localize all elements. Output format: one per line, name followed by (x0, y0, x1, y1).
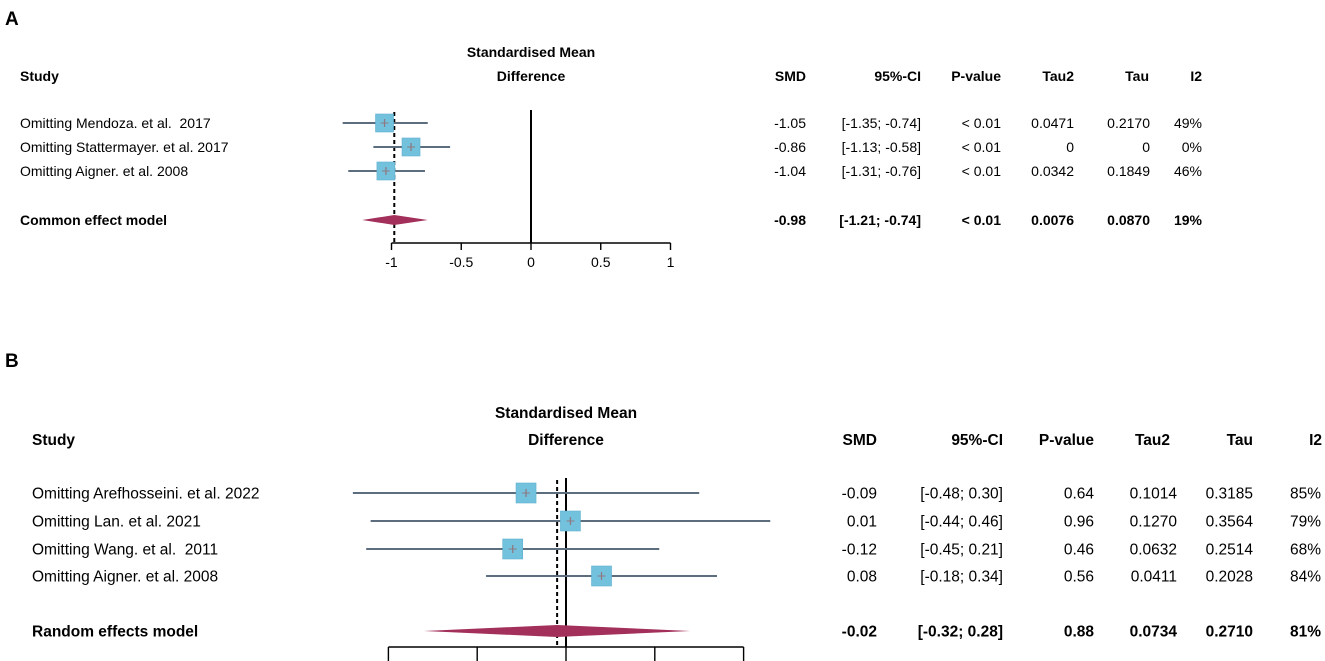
summary-tau2-value: 0.0076 (1031, 212, 1074, 228)
study-column-header: Study (20, 68, 59, 84)
ci-value: [-1.31; -0.76] (842, 163, 921, 179)
i2-column-header: I2 (1309, 432, 1322, 449)
smd-value: -1.05 (774, 115, 806, 131)
p-value: 0.64 (1064, 486, 1095, 503)
tau2-value: 0 (1066, 139, 1074, 155)
smd-value: -1.04 (774, 163, 806, 179)
ci-value: [-1.13; -0.58] (842, 139, 921, 155)
summary-tau-value: 0.0870 (1107, 212, 1150, 228)
summary-ci-value: [-1.21; -0.74] (839, 212, 921, 228)
study-column-header: Study (32, 432, 75, 449)
panel-label: B (5, 351, 19, 372)
tau-value: 0.2514 (1206, 542, 1254, 559)
tau-value: 0.3564 (1206, 514, 1254, 531)
ci-value: [-0.48; 0.30] (920, 486, 1003, 503)
ci-value: [-0.44; 0.46] (920, 514, 1003, 531)
p-column-header: P-value (951, 68, 1001, 84)
p-column-header: P-value (1039, 432, 1095, 449)
summary-i2-value: 81% (1290, 624, 1321, 641)
smd-value: 0.01 (847, 514, 877, 531)
tau2-column-header: Tau2 (1135, 432, 1170, 449)
tau-column-header: Tau (1227, 432, 1253, 449)
i2-value: 79% (1290, 514, 1321, 531)
summary-tau2-value: 0.0734 (1130, 624, 1178, 641)
summary-tau-value: 0.2710 (1206, 624, 1253, 641)
i2-value: 46% (1174, 163, 1202, 179)
i2-column-header: I2 (1190, 68, 1202, 84)
forest-panel-b: B Standardised Mean Difference Study SMD 95%-… (5, 351, 1322, 661)
ci-value: [-0.18; 0.34] (920, 569, 1003, 586)
study-label: Omitting Arefhosseini. et al. 2022 (32, 486, 259, 503)
smd-value: 0.08 (847, 569, 877, 586)
tau2-value: 0.0632 (1130, 542, 1177, 559)
study-label: Omitting Stattermayer. et al. 2017 (20, 139, 229, 155)
tau2-value: 0.1014 (1130, 486, 1178, 503)
tau-value: 0.2170 (1107, 115, 1150, 131)
study-label: Omitting Wang. et al. 2011 (32, 542, 218, 559)
x-axis-tick-label: -1 (385, 254, 398, 270)
effect-header-line2: Difference (497, 68, 566, 84)
study-label: Omitting Aigner. et al. 2008 (32, 569, 218, 586)
p-value: 0.46 (1064, 542, 1094, 559)
ci-value: [-0.45; 0.21] (920, 542, 1003, 559)
i2-value: 49% (1174, 115, 1202, 131)
summary-smd-value: -0.98 (774, 212, 806, 228)
p-value: < 0.01 (962, 115, 1002, 131)
tau2-value: 0.0471 (1031, 115, 1074, 131)
smd-column-header: SMD (843, 432, 877, 449)
tau2-column-header: Tau2 (1042, 68, 1074, 84)
smd-column-header: SMD (775, 68, 806, 84)
ci-column-header: 95%-CI (951, 432, 1003, 449)
i2-value: 0% (1182, 139, 1202, 155)
summary-model-label: Random effects model (32, 624, 198, 641)
summary-i2-value: 19% (1174, 212, 1203, 228)
study-label: Omitting Mendoza. et al. 2017 (20, 115, 211, 131)
i2-value: 84% (1290, 569, 1321, 586)
p-value: < 0.01 (962, 139, 1002, 155)
study-label: Omitting Aigner. et al. 2008 (20, 163, 188, 179)
ci-value: [-1.35; -0.74] (842, 115, 921, 131)
summary-p-value: < 0.01 (962, 212, 1002, 228)
effect-header-line2: Difference (528, 432, 604, 449)
tau2-value: 0.0411 (1131, 569, 1177, 586)
tau2-value: 0.0342 (1031, 163, 1074, 179)
tau-column-header: Tau (1125, 68, 1149, 84)
summary-p-value: 0.88 (1064, 624, 1095, 641)
effect-header-line1: Standardised Mean (467, 44, 595, 60)
summary-diamond (423, 625, 691, 637)
tau2-value: 0.1270 (1130, 514, 1178, 531)
i2-value: 85% (1290, 486, 1321, 503)
tau-value: 0.1849 (1107, 163, 1150, 179)
effect-header-line1: Standardised Mean (495, 405, 637, 422)
summary-diamond (362, 215, 428, 225)
smd-value: -0.86 (774, 139, 806, 155)
smd-value: -0.12 (842, 542, 877, 559)
summary-ci-value: [-0.32; 0.28] (918, 624, 1003, 641)
i2-value: 68% (1290, 542, 1321, 559)
study-label: Omitting Lan. et al. 2021 (32, 514, 201, 531)
x-axis-tick-label: 1 (667, 254, 675, 270)
tau-value: 0 (1142, 139, 1150, 155)
x-axis-tick-label: 0.5 (591, 254, 611, 270)
x-axis-tick-label: -0.5 (449, 254, 473, 270)
tau-value: 0.3185 (1206, 486, 1253, 503)
panel-label: A (5, 9, 19, 30)
summary-model-label: Common effect model (20, 212, 167, 228)
smd-value: -0.09 (842, 486, 877, 503)
p-value: 0.56 (1064, 569, 1094, 586)
ci-column-header: 95%-CI (874, 68, 921, 84)
x-axis-tick-label: 0 (527, 254, 535, 270)
p-value: 0.96 (1064, 514, 1094, 531)
p-value: < 0.01 (962, 163, 1002, 179)
summary-smd-value: -0.02 (842, 624, 877, 641)
tau-value: 0.2028 (1206, 569, 1253, 586)
forest-panel-a: A Standardised Mean Difference Study SMD 95%-… (5, 9, 1203, 270)
